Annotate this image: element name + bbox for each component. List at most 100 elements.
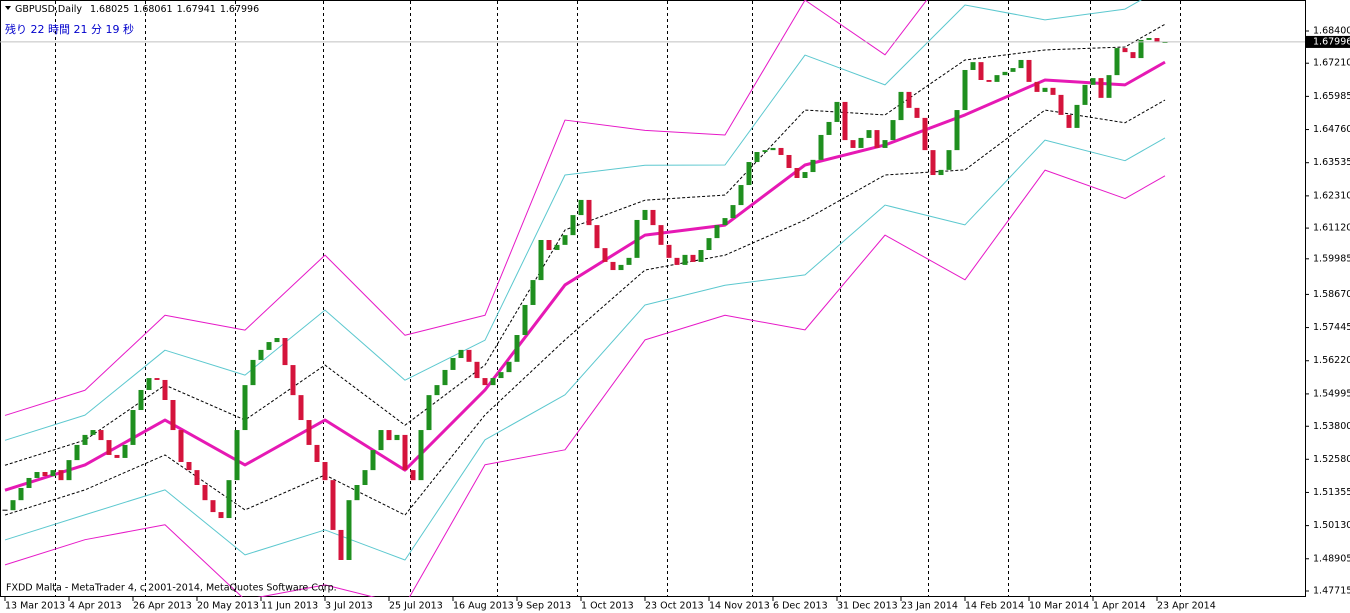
candle-body [690,254,696,262]
y-tick-label: 1.51355 [1313,487,1350,498]
y-tick-label: 1.53800 [1313,421,1350,432]
candle-body [418,430,424,481]
x-tick-label: 20 May 2013 [197,601,259,612]
candle-body [234,430,240,481]
candle-body [1090,78,1096,85]
candle-body [538,239,544,281]
candle-body [74,444,80,461]
candle-body [186,461,192,471]
band-line [4,23,1166,466]
candle-body [330,480,336,530]
band-line [4,0,928,416]
candle-body [714,225,720,239]
candle-body [490,378,496,386]
candle-body [290,365,296,396]
candle-body [402,434,408,471]
candle-body [650,209,656,226]
candle-body [898,91,904,121]
candle-body [682,254,688,265]
candle-body [226,480,232,519]
candle-body [474,361,480,379]
y-tick-label: 1.58670 [1313,289,1350,300]
x-tick-label: 23 Oct 2013 [645,601,704,612]
candle-body [666,244,672,258]
candle-body [962,69,968,111]
candle-body [626,257,632,265]
candle-body [314,444,320,462]
x-tick-label: 1 Apr 2014 [1093,601,1146,612]
candle-body [914,107,920,118]
candle-body [842,101,848,141]
candle-body [994,75,1000,82]
candle-body [770,147,776,151]
candle-body [170,399,176,431]
candle-body [834,101,840,122]
y-tick-label: 1.59985 [1313,253,1350,264]
candle-body [378,430,384,451]
candle-body [82,434,88,445]
ohlc-value: 1.67941 [177,4,216,15]
y-tick-label: 1.61120 [1313,223,1350,234]
candle-body [394,434,400,441]
y-tick-label: 1.57445 [1313,322,1350,333]
candle-body [722,218,728,226]
candle-body [178,430,184,462]
candle-body [778,147,784,155]
candle-body [546,239,552,251]
candle-body [786,154,792,168]
candle-body [1042,87,1048,92]
ohlc-value: 1.67996 [220,4,259,15]
y-tick-label: 1.54995 [1313,388,1350,399]
candle-body [730,205,736,219]
y-tick-label: 1.48905 [1313,553,1350,564]
candle-body [346,500,352,560]
candle-body [434,385,440,396]
current-price-label: 1.67996 [1313,36,1350,47]
x-tick-label: 16 Aug 2013 [453,601,514,612]
candle-body [986,79,992,82]
candle-body [370,450,376,471]
candle-body [970,62,976,70]
candle-body [1018,59,1024,69]
candle-body [1074,104,1080,128]
x-tick-label: 11 Jun 2013 [261,601,318,612]
candle-body [946,150,952,170]
candle-body [954,110,960,151]
current-price-tag [1306,35,1350,48]
x-tick-label: 1 Oct 2013 [581,601,634,612]
candle-body [482,378,488,386]
footer: FXDD Malta - MetaTrader 4, c 2001-2014, … [6,583,337,594]
plot-frame [0,0,1306,597]
candle-body [194,470,200,486]
candle-body [1122,48,1128,53]
candle-body [1058,94,1064,115]
candle-body [2,509,8,511]
candle-body [578,199,584,216]
candle-body [738,185,744,206]
candle-body [1082,84,1088,105]
y-tick-label: 1.52580 [1313,454,1350,465]
candle-body [98,430,104,441]
x-tick-label: 3 Jul 2013 [325,601,373,612]
candle-body [866,130,872,138]
candle-body [674,257,680,265]
band-line [4,99,1166,516]
candle-body [458,349,464,359]
candle-body [1066,114,1072,128]
candle-body [554,244,560,251]
y-tick-label: 1.56220 [1313,355,1350,366]
candle-body [90,430,96,435]
candle-body [362,470,368,486]
candle-body [242,385,248,431]
band-line [4,137,1166,561]
candle-body [706,238,712,251]
candle-body [386,430,392,441]
x-tick-label: 4 Apr 2013 [69,601,122,612]
symbol: GBPUSD,Daily [15,4,82,15]
candle-body [50,470,56,477]
candle-body [266,342,272,350]
candle-body [562,235,568,245]
candle-body [250,359,256,386]
